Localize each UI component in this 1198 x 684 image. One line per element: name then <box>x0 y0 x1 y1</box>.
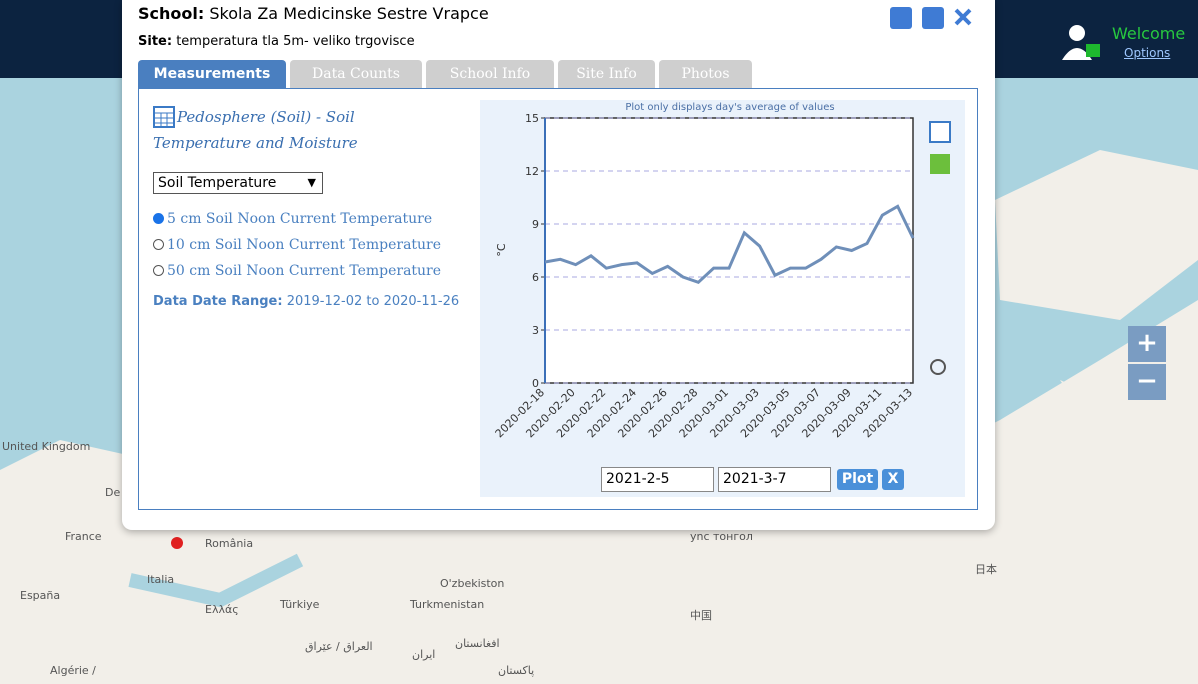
y-tick-label: 15 <box>525 112 539 125</box>
y-tick-label: 9 <box>532 218 539 231</box>
map-marker[interactable] <box>170 530 184 552</box>
date-range-value: 2019-12-02 to 2020-11-26 <box>287 294 459 309</box>
map-label: پاکستان <box>498 664 534 677</box>
plot-add-icon[interactable] <box>930 154 950 174</box>
map-label: France <box>65 530 102 543</box>
chart-title: Plot only displays day's average of valu… <box>625 102 834 113</box>
end-date-input[interactable]: 2021-3-7 <box>718 467 831 492</box>
page: United Kingdom De France România España … <box>0 0 1198 684</box>
link-icon[interactable] <box>922 7 944 29</box>
map-label: Algérie / <box>50 664 96 677</box>
map-label: România <box>205 537 253 550</box>
radio-label: 5 cm Soil Noon Current Temperature <box>167 211 432 227</box>
user-icon <box>1060 22 1106 66</box>
zoom-out[interactable]: − <box>1128 364 1166 400</box>
map-label: 日本 <box>975 561 997 577</box>
site-name: temperatura tla 5m- veliko trgovisce <box>176 34 414 49</box>
table-view-icon[interactable] <box>930 122 950 142</box>
map-label: United Kingdom <box>2 440 90 453</box>
radio-label: 50 cm Soil Noon Current Temperature <box>167 263 441 279</box>
select-value: Soil Temperature <box>158 175 276 191</box>
close-icon[interactable] <box>956 10 970 24</box>
tab[interactable]: School Info <box>426 60 554 88</box>
measurement-select[interactable]: Soil Temperature ▼ <box>153 172 323 194</box>
y-axis-label: °C <box>495 243 508 257</box>
radio-label: 10 cm Soil Noon Current Temperature <box>167 237 441 253</box>
clear-button[interactable]: X <box>882 469 904 490</box>
site-label: Site: <box>138 34 172 49</box>
date-range-label: Data Date Range: <box>153 294 283 309</box>
plot-area <box>545 118 913 383</box>
site-line: Site: temperatura tla 5m- veliko trgovis… <box>138 34 415 49</box>
y-tick-label: 6 <box>532 271 539 284</box>
map-label: España <box>20 589 60 602</box>
tab[interactable]: Data Counts <box>290 60 422 88</box>
panel-title: Pedosphere (Soil) - Soil Temperature and… <box>153 104 393 156</box>
select-arrow: ▼ <box>308 173 316 193</box>
popup-icons <box>890 6 980 30</box>
school-name: Skola Za Medicinske Sestre Vrapce <box>209 4 488 23</box>
map-label: Italia <box>147 573 174 586</box>
map-label: ایران <box>412 648 435 661</box>
date-range: Data Date Range: 2019-12-02 to 2020-11-2… <box>153 294 459 309</box>
radio-option[interactable]: 5 cm Soil Noon Current Temperature <box>153 211 432 227</box>
school-line: School: Skola Za Medicinske Sestre Vrapc… <box>138 4 489 23</box>
radio-option[interactable]: 10 cm Soil Noon Current Temperature <box>153 237 441 253</box>
map-label: Türkiye <box>280 598 319 611</box>
zoom-in[interactable]: + <box>1128 326 1166 362</box>
map-label: العراق / عێراق <box>305 640 373 653</box>
map-label: Turkmenistan <box>410 598 484 611</box>
map-label: Ελλάς <box>205 603 239 616</box>
welcome: Welcome <box>1112 24 1185 43</box>
map-label: De <box>105 486 120 499</box>
tab[interactable]: Photos <box>659 60 752 88</box>
map-label: 中国 <box>690 607 712 623</box>
map-label: O'zbekiston <box>440 577 504 590</box>
share-icon[interactable] <box>890 7 912 29</box>
options-link[interactable]: Options <box>1124 46 1170 60</box>
y-tick-label: 12 <box>525 165 539 178</box>
map-label: افغانستان <box>455 637 500 650</box>
school-label: School: <box>138 4 204 23</box>
y-tick-label: 3 <box>532 324 539 337</box>
map-label: ync тонгол <box>690 530 753 543</box>
plot-button[interactable]: Plot <box>837 469 878 490</box>
chart: Plot only displays day's average of valu… <box>480 100 965 497</box>
tab[interactable]: Measurements <box>138 60 286 88</box>
radio-option[interactable]: 50 cm Soil Noon Current Temperature <box>153 263 441 279</box>
start-date-input[interactable]: 2021-2-5 <box>601 467 714 492</box>
tab[interactable]: Site Info <box>558 60 655 88</box>
